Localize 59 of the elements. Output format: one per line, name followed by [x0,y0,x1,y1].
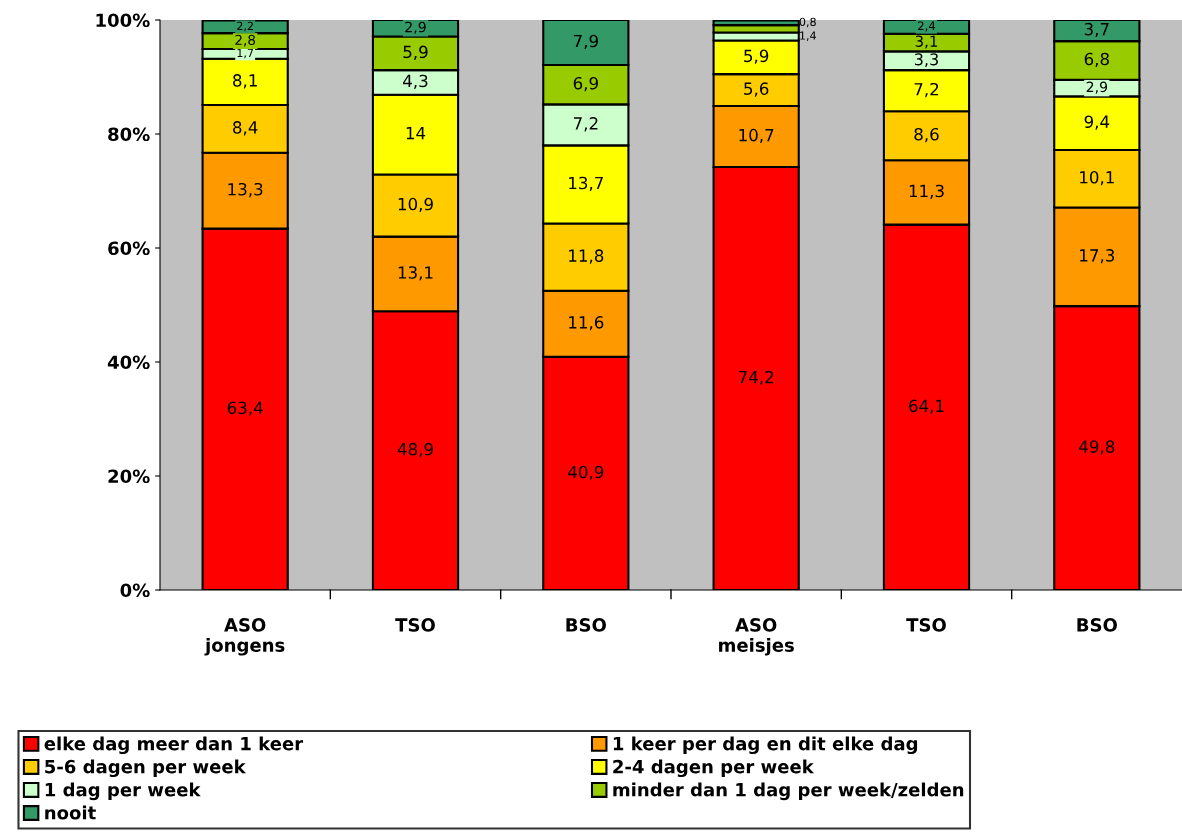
data-label: 17,3 [1080,249,1115,264]
data-label: 10,1 [1080,170,1114,186]
data-label: 13,1 [398,266,433,281]
data-label: 64,1 [909,399,944,414]
y-tick-label: 0% [120,583,150,598]
data-label: 1,7 [237,48,254,59]
legend-label: elke dag meer dan 1 keer [44,736,304,755]
y-tick-label: 20% [108,469,150,484]
data-label: 2,9 [1086,81,1108,94]
data-label: 3,3 [914,53,938,68]
data-label: 49,8 [1079,440,1115,455]
data-label: 10,7 [739,128,774,144]
data-label: 63,4 [227,401,263,416]
data-label: 2,4 [918,21,936,32]
data-label: 3,7 [1084,22,1109,38]
data-label: 2,2 [237,21,253,32]
data-label: 6,9 [573,76,598,92]
data-label: 1,4 [800,31,816,41]
x-tick-label: TSO [906,618,946,632]
x-tick-label: TSO [395,618,435,632]
data-label: 40,9 [568,465,604,480]
x-tick-label: BSO [566,618,606,632]
data-label: 48,9 [397,442,433,458]
legend-label: 5-6 dagen per week [45,759,246,778]
legend-label: 1 keer per dag en dit elke dag [613,736,918,755]
data-label: 74,2 [738,370,774,386]
y-tick-label: 60% [108,241,150,256]
y-tick-label: 80% [108,127,150,142]
data-label: 2,8 [235,34,256,47]
y-tick-label: 40% [107,355,150,370]
data-label: 5,6 [744,82,769,97]
data-label: 9,4 [1084,115,1110,130]
legend-label: 1 dag per week [45,782,201,801]
data-label: 2,9 [405,21,426,34]
data-label: 7,9 [573,34,598,50]
data-label: 8,6 [914,127,939,143]
data-label: 11,8 [569,249,604,264]
data-label: 13,7 [569,176,603,191]
data-label: 8,4 [233,121,258,136]
x-tick-label: ASO jongens [204,618,285,656]
data-label: 8,1 [233,74,257,89]
data-label: 14 [406,127,426,140]
data-label: 6,8 [1084,52,1109,68]
data-label: 5,9 [744,49,769,64]
x-tick-label: ASO meisjes [719,618,794,656]
data-label: 11,3 [909,184,944,199]
legend-label: nooit [45,805,96,820]
legend-label: 2-4 dagen per week [613,759,815,778]
legend-label: minder dan 1 dag per week/zelden [613,782,964,801]
data-label: 3,1 [915,35,938,49]
data-label: 10,9 [398,197,433,213]
data-label: 4,3 [403,74,428,89]
data-label: 7,2 [914,82,939,98]
y-tick-label: 100% [96,13,150,28]
data-label: 5,9 [403,45,428,60]
data-label: 11,6 [569,316,604,331]
data-label: 7,2 [573,117,598,132]
x-tick-label: BSO [1077,618,1117,632]
data-label: 13,3 [228,182,263,198]
